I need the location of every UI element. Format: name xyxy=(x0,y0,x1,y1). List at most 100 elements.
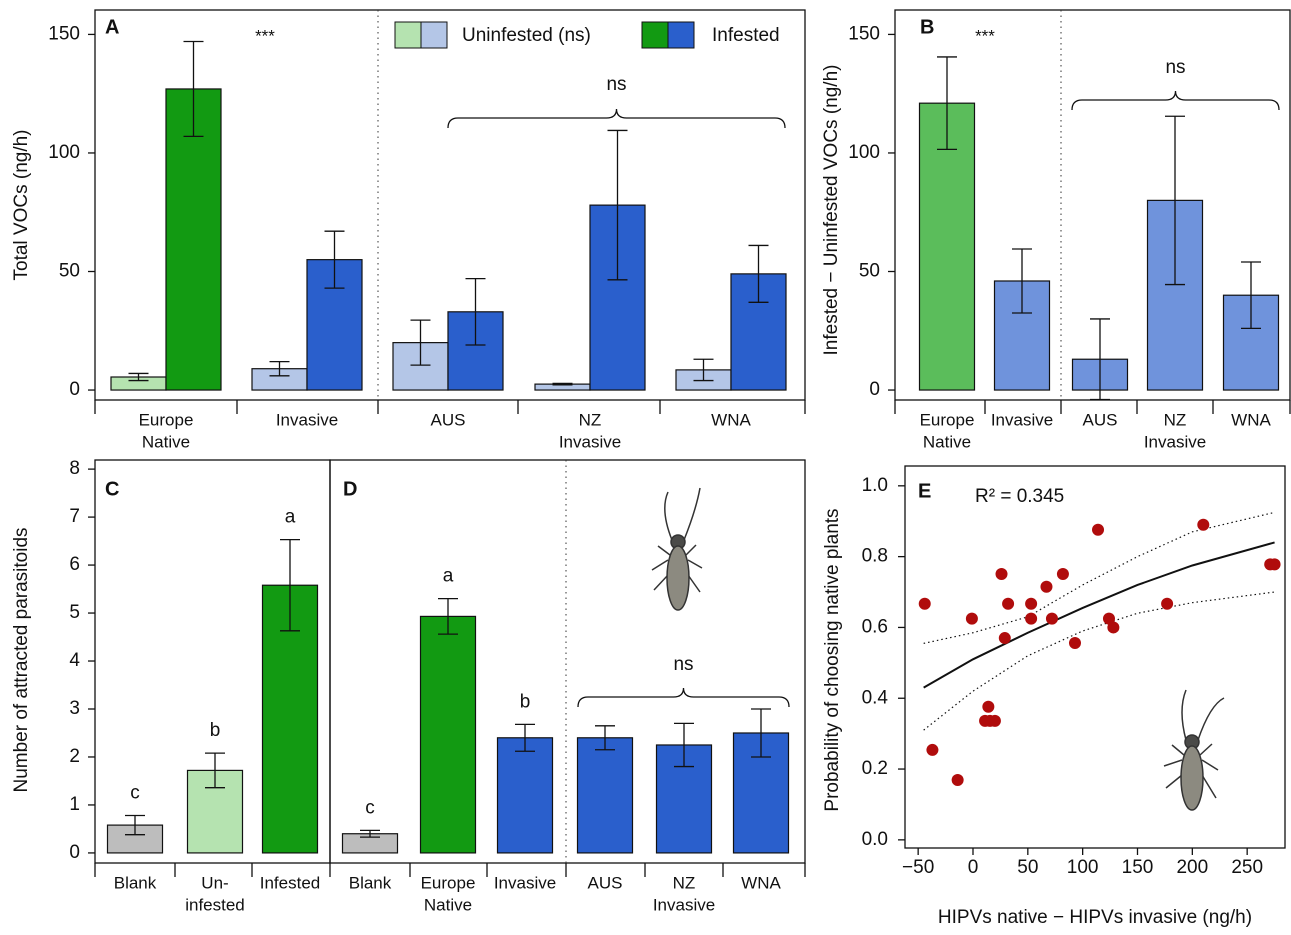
bracket xyxy=(447,108,786,129)
x-tick-label: NZ xyxy=(579,410,602,429)
plot-frame xyxy=(904,465,1286,849)
error-bar xyxy=(552,382,573,386)
panel-label: B xyxy=(920,16,934,38)
error-bar xyxy=(128,372,149,382)
bar xyxy=(918,102,976,391)
legend-swatch xyxy=(394,21,422,49)
x-tick-label: Europe xyxy=(421,873,476,892)
fit-annotation: R² = 0.345 xyxy=(975,486,1064,507)
x-tick-label: AUS xyxy=(431,410,466,429)
significance-letter: b xyxy=(210,720,221,741)
y-tick-label: 150 xyxy=(848,23,880,44)
error-bar xyxy=(1165,115,1185,286)
x-tick-label: AUS xyxy=(588,873,623,892)
error-bar xyxy=(183,40,204,138)
point xyxy=(982,700,995,713)
error-bar xyxy=(607,129,628,281)
significance-letter: b xyxy=(520,691,531,712)
error-bar xyxy=(438,598,458,635)
significance-letter: c xyxy=(130,783,140,804)
point xyxy=(1268,558,1281,571)
bar xyxy=(419,615,477,854)
point xyxy=(1092,523,1105,536)
x-tick-label: 250 xyxy=(1231,857,1263,878)
error-bar xyxy=(324,230,345,289)
point xyxy=(988,714,1001,727)
panel-label: D xyxy=(343,478,357,500)
y-tick-label: 1.0 xyxy=(862,475,888,496)
y-tick-label: 150 xyxy=(48,23,80,44)
point xyxy=(1025,612,1038,625)
x-tick-label: Blank xyxy=(114,873,157,892)
group-label: Invasive xyxy=(1144,432,1206,451)
x-tick-label: Invasive xyxy=(276,410,338,429)
significance-letter: c xyxy=(365,797,375,818)
y-tick-label: 6 xyxy=(69,554,80,575)
x-tick-label: WNA xyxy=(711,410,751,429)
legend-label: Uninfested (ns) xyxy=(462,25,591,46)
legend-swatch xyxy=(420,21,448,49)
x-tick-label: Native xyxy=(923,432,971,451)
legend-swatch xyxy=(641,21,669,49)
error-bar xyxy=(269,360,290,377)
x-tick-label: WNA xyxy=(741,873,781,892)
y-tick-label: 7 xyxy=(69,506,80,527)
x-tick-label: −50 xyxy=(902,857,934,878)
y-axis-label: Probability of choosing native plants xyxy=(822,508,843,811)
point xyxy=(998,632,1011,645)
x-tick-label: 150 xyxy=(1122,857,1154,878)
y-tick-label: 0 xyxy=(869,379,880,400)
bracket xyxy=(577,687,790,708)
error-bar xyxy=(751,708,771,758)
error-bar xyxy=(595,725,615,751)
point xyxy=(1197,518,1210,531)
panel-label: A xyxy=(105,16,119,38)
x-tick-label: WNA xyxy=(1231,410,1271,429)
error-bar xyxy=(1241,261,1261,330)
y-tick-label: 5 xyxy=(69,602,80,623)
significance-annotation: *** xyxy=(975,26,995,45)
y-axis-label: Infested − Uninfested VOCs (ng/h) xyxy=(821,65,842,356)
legend-label: Infested xyxy=(712,25,780,46)
error-bar xyxy=(748,244,769,303)
x-tick-label: Native xyxy=(142,432,190,451)
point xyxy=(1056,567,1069,580)
error-bar xyxy=(674,722,694,768)
x-tick-label: Europe xyxy=(920,410,975,429)
plot-frame xyxy=(94,9,806,401)
point xyxy=(918,597,931,610)
y-tick-label: 0.8 xyxy=(862,546,888,567)
significance-letter: a xyxy=(285,507,296,528)
x-tick-label: Un- xyxy=(201,873,228,892)
beetle-icon xyxy=(651,487,703,611)
y-tick-label: 100 xyxy=(848,142,880,163)
y-tick-label: 50 xyxy=(859,261,880,282)
group-label: Invasive xyxy=(559,432,621,451)
x-tick-label: 100 xyxy=(1067,857,1099,878)
point xyxy=(1068,637,1081,650)
x-tick-label: NZ xyxy=(673,873,696,892)
x-tick-label: Blank xyxy=(349,873,392,892)
error-bar xyxy=(125,814,145,836)
x-tick-label: AUS xyxy=(1083,410,1118,429)
significance-annotation: *** xyxy=(255,26,275,45)
bar xyxy=(496,737,554,854)
y-tick-label: 100 xyxy=(48,142,80,163)
panel-label: C xyxy=(105,478,119,500)
legend-swatch xyxy=(667,21,695,49)
plot-frame xyxy=(329,459,806,864)
y-tick-label: 50 xyxy=(59,261,80,282)
y-tick-label: 3 xyxy=(69,698,80,719)
point xyxy=(1107,621,1120,634)
point xyxy=(965,612,978,625)
y-tick-label: 1 xyxy=(69,794,80,815)
beetle-icon xyxy=(1163,689,1225,811)
x-axis-label: HIPVs native − HIPVs invasive (ng/h) xyxy=(938,907,1252,928)
y-tick-label: 0.6 xyxy=(862,616,888,637)
group-label: Invasive xyxy=(653,895,715,914)
fit-line xyxy=(923,541,1275,689)
point xyxy=(926,743,939,756)
point xyxy=(1161,597,1174,610)
x-tick-label: infested xyxy=(185,895,245,914)
error-bar xyxy=(465,277,486,346)
